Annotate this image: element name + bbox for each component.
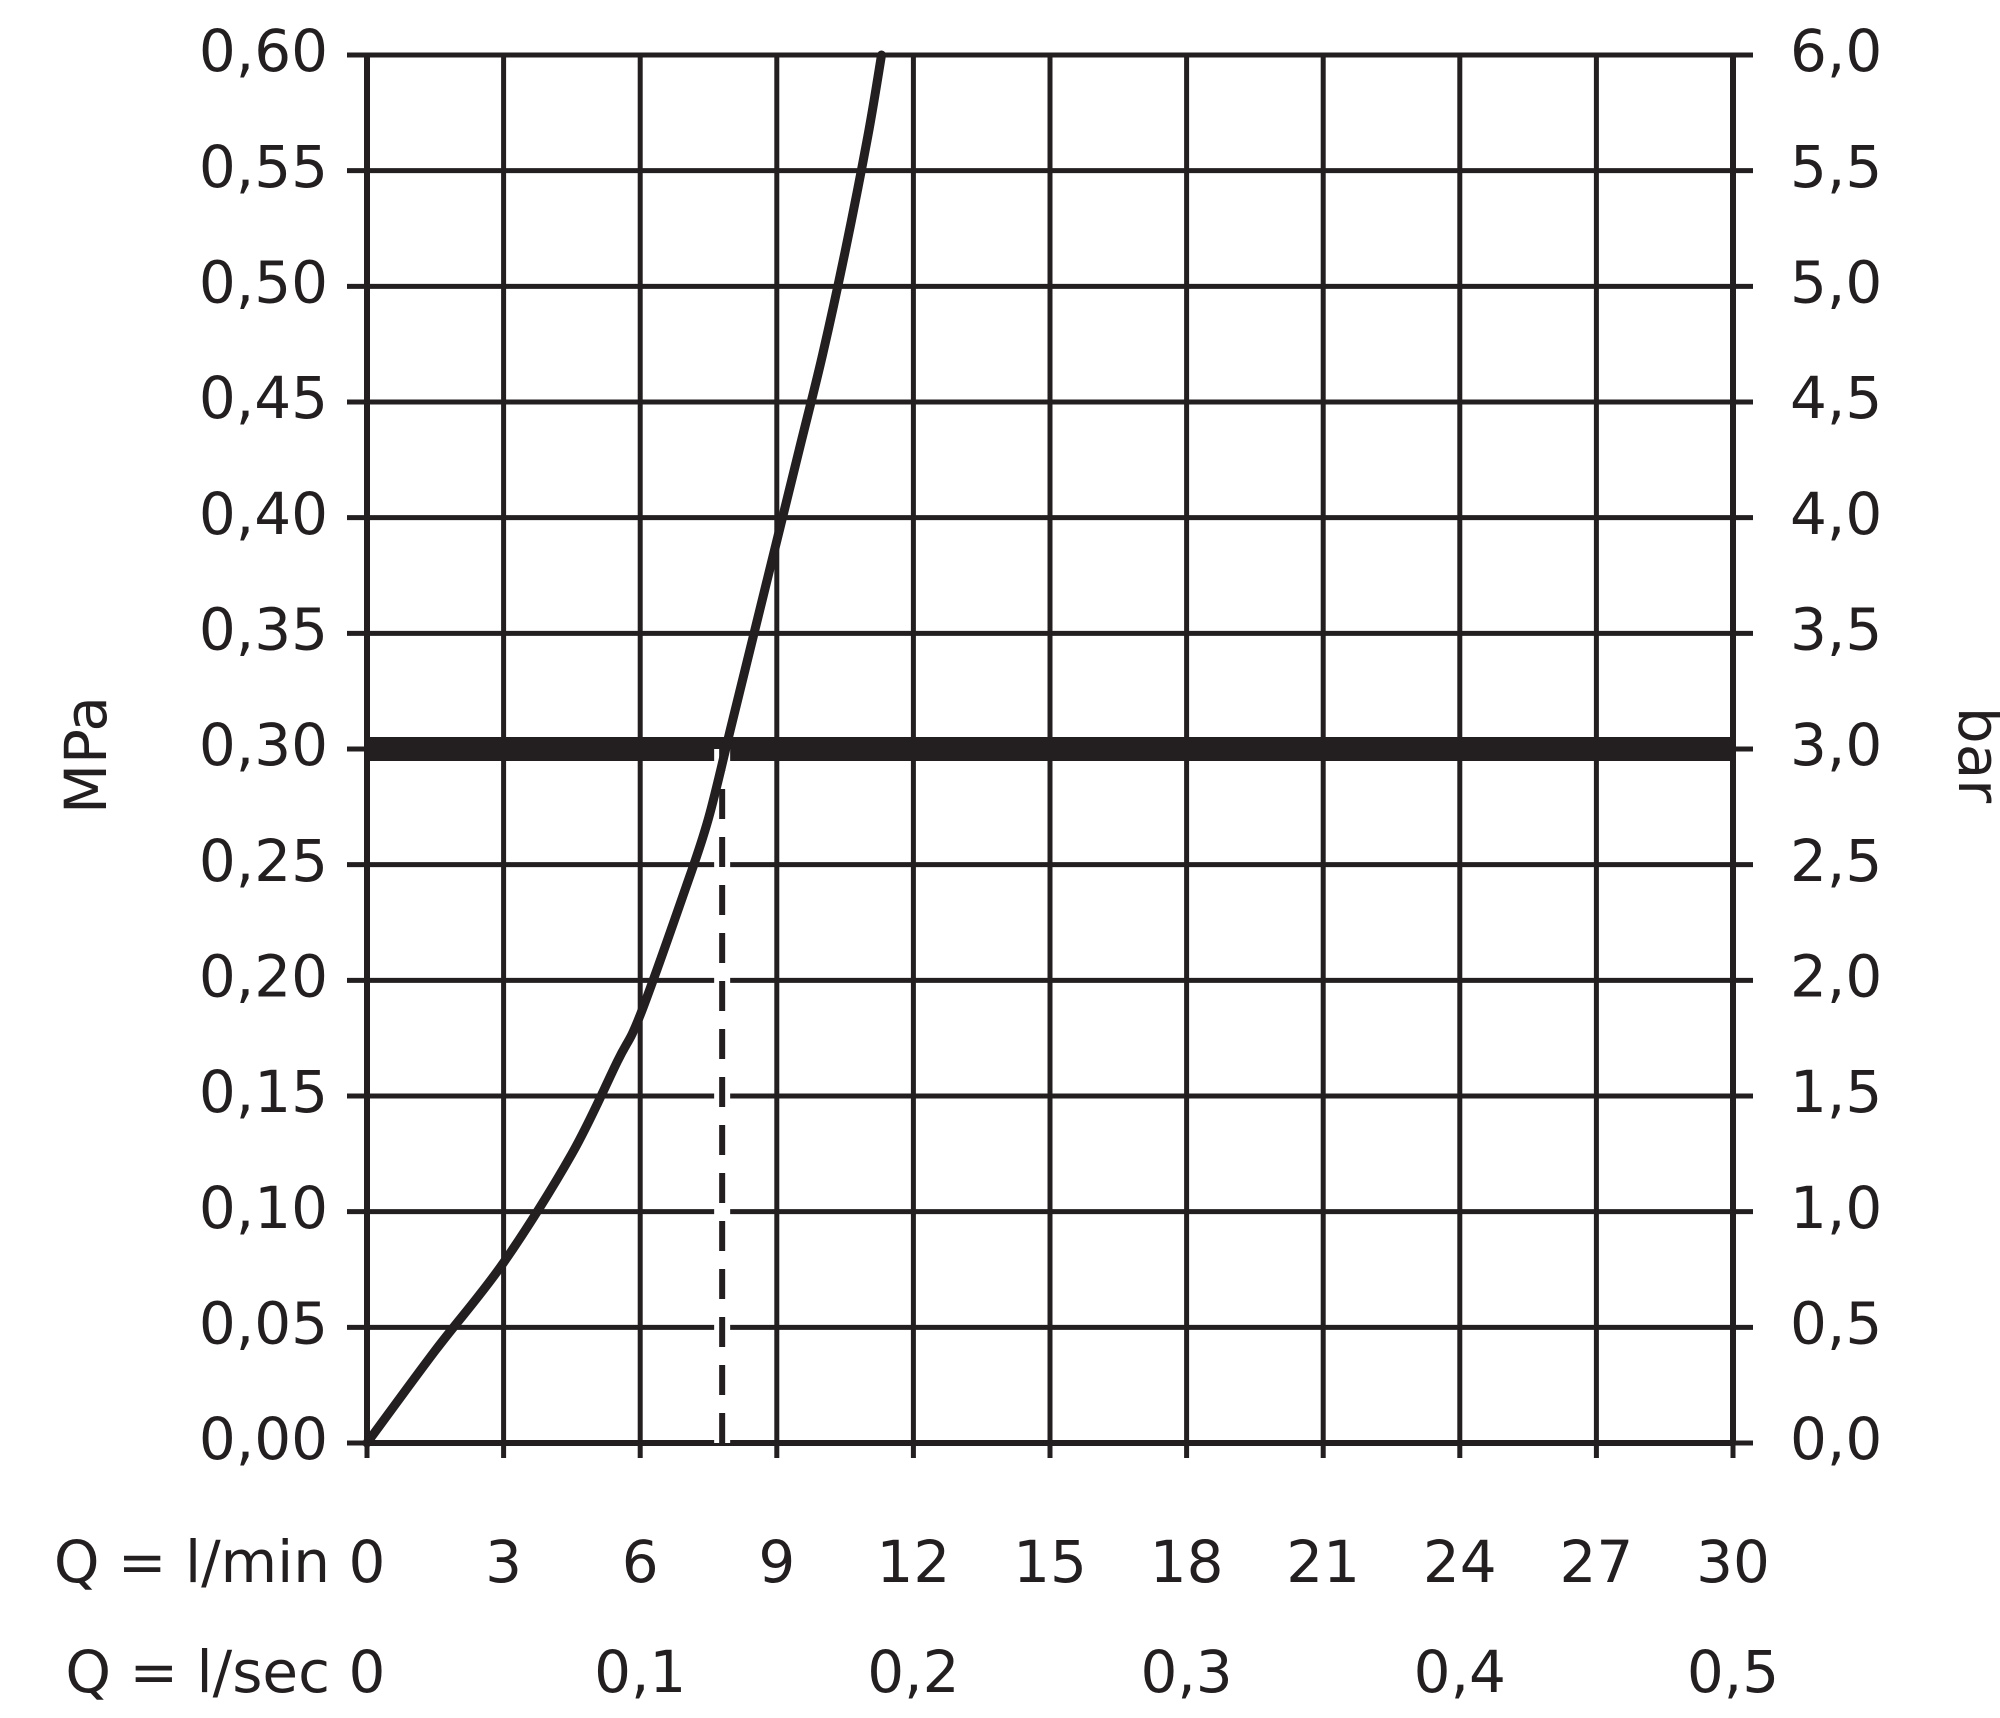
x-secondary-axis-title: Q = l/sec — [65, 1638, 330, 1706]
x-secondary-tick-label: 0,1 — [594, 1638, 686, 1706]
x-primary-tick-label: 18 — [1150, 1528, 1224, 1596]
x-primary-axis-title: Q = l/min — [54, 1528, 330, 1596]
x-primary-tick-label: 27 — [1559, 1528, 1633, 1596]
y-left-tick-label: 0,35 — [199, 595, 328, 663]
y-right-axis-title: bar — [1945, 707, 2000, 803]
y-right-tick-label: 2,5 — [1790, 827, 1882, 895]
y-left-tick-label: 0,15 — [199, 1058, 328, 1126]
y-right-tick-label: 1,0 — [1790, 1174, 1882, 1242]
series-line — [362, 50, 887, 1448]
y-right-tick-label: 0,0 — [1790, 1405, 1882, 1473]
y-right-tick-label: 3,0 — [1790, 711, 1882, 779]
reference-layer — [367, 737, 1733, 1443]
x-primary-tick-label: 30 — [1696, 1528, 1770, 1596]
y-right-tick-label: 0,5 — [1790, 1289, 1882, 1357]
y-right-tick-label: 5,5 — [1790, 133, 1882, 201]
y-left-tick-label: 0,55 — [199, 133, 328, 201]
y-left-tick-label: 0,00 — [199, 1405, 328, 1473]
y-right-tick-label: 4,5 — [1790, 364, 1882, 432]
y-left-tick-label: 0,50 — [199, 248, 328, 316]
y-left-tick-label: 0,60 — [199, 17, 328, 85]
x-primary-tick-label: 15 — [1013, 1528, 1087, 1596]
left-axis-ticks: 0,00 0,05 0,10 0,15 0,20 0,25 0,30 0,35 0,40 0,45… — [199, 17, 328, 1473]
x-secondary-tick-label: 0,3 — [1140, 1638, 1232, 1706]
y-right-tick-label: 5,0 — [1790, 248, 1882, 316]
x-secondary-tick-label: 0,5 — [1687, 1638, 1779, 1706]
x-primary-tick-label: 24 — [1423, 1528, 1497, 1596]
x-primary-tick-label: 0 — [349, 1528, 386, 1596]
y-right-tick-label: 6,0 — [1790, 17, 1882, 85]
x-primary-tick-label: 6 — [622, 1528, 659, 1596]
x-secondary-tick-label: 0 — [349, 1638, 386, 1706]
y-left-tick-label: 0,20 — [199, 942, 328, 1010]
x-primary-tick-label: 21 — [1286, 1528, 1360, 1596]
y-left-tick-label: 0,45 — [199, 364, 328, 432]
y-left-tick-label: 0,25 — [199, 827, 328, 895]
y-left-tick-label: 0,40 — [199, 480, 328, 548]
y-right-tick-label: 3,5 — [1790, 595, 1882, 663]
y-left-tick-label: 0,10 — [199, 1174, 328, 1242]
x-primary-tick-label: 9 — [758, 1528, 795, 1596]
x-secondary-tick-label: 0,4 — [1414, 1638, 1506, 1706]
x-secondary-tick-label: 0,2 — [867, 1638, 959, 1706]
bottom-axis-ticks: 0 3 6 9 12 15 18 21 24 27 30 0 0,1 0,2 0,3 0,4 0,5 — [349, 1528, 1780, 1706]
y-right-tick-label: 2,0 — [1790, 942, 1882, 1010]
y-right-tick-label: 1,5 — [1790, 1058, 1882, 1126]
y-right-tick-label: 4,0 — [1790, 480, 1882, 548]
y-left-tick-label: 0,30 — [199, 711, 328, 779]
y-left-axis-title: MPa — [52, 696, 120, 814]
right-axis-ticks: 0,0 0,5 1,0 1,5 2,0 2,5 3,0 3,5 4,0 4,5 5,0 5,5 6,0 — [1790, 17, 1882, 1473]
y-left-tick-label: 0,05 — [199, 1289, 328, 1357]
x-primary-tick-label: 12 — [876, 1528, 950, 1596]
series-layer — [362, 50, 887, 1448]
x-primary-tick-label: 3 — [485, 1528, 522, 1596]
